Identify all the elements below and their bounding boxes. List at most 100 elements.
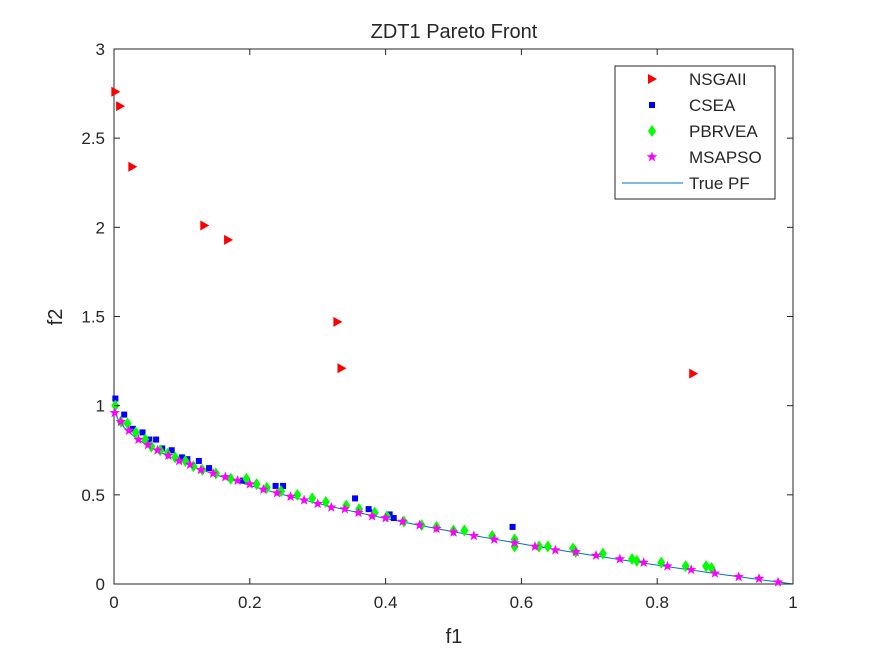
diamond-point: [598, 547, 607, 560]
diamond-point: [702, 560, 711, 573]
legend-item-true-pf: True PF: [622, 174, 750, 193]
star-point: [366, 510, 378, 521]
y-axis-label: f2: [45, 309, 67, 326]
star-point: [298, 494, 310, 505]
y-tick-label: 2: [96, 218, 105, 237]
triangle-right-point: [116, 101, 126, 112]
triangle-right-point: [689, 368, 699, 379]
y-tick-label: 0: [96, 575, 105, 594]
legend-marker-swatch: [646, 151, 658, 162]
legend-item-csea: CSEA: [649, 96, 736, 115]
star-point: [285, 491, 296, 502]
diamond-point: [657, 556, 666, 569]
triangle-right-point: [200, 220, 210, 231]
legend-marker-swatch: [648, 74, 657, 84]
y-tick-label: 3: [96, 40, 105, 59]
x-tick-label: 0.2: [238, 593, 262, 612]
diamond-point: [293, 488, 302, 501]
star-point: [397, 516, 408, 527]
triangle-right-point: [128, 161, 138, 172]
y-tick-label: 0.5: [81, 486, 105, 505]
star-point: [590, 549, 602, 560]
star-point: [685, 564, 697, 575]
star-point: [529, 541, 541, 551]
square-point: [280, 482, 287, 489]
diamond-point: [632, 554, 641, 567]
star-point: [152, 444, 163, 455]
square-point: [390, 515, 397, 522]
square-point: [130, 425, 137, 432]
star-point: [733, 571, 744, 582]
square-point: [206, 465, 213, 472]
diamond-point: [242, 472, 251, 485]
star-point: [380, 512, 391, 523]
square-point: [509, 523, 516, 530]
star-point: [448, 526, 459, 537]
legend-label: PBRVEA: [689, 122, 758, 141]
star-point: [232, 475, 243, 486]
triangle-right-point: [333, 316, 343, 327]
chart-title: ZDT1 Pareto Front: [371, 21, 538, 43]
y-tick-label: 1: [96, 397, 105, 416]
star-point: [109, 407, 120, 418]
star-point: [431, 523, 442, 534]
triangle-right-point: [111, 86, 121, 97]
legend-label: NSGAII: [689, 70, 747, 89]
legend-item-pbrvea: PBRVEA: [648, 122, 758, 141]
square-point: [139, 429, 146, 436]
x-tick-label: 0.8: [645, 593, 669, 612]
star-point: [550, 544, 561, 555]
legend: NSGAII CSEA PBRVEA MSAPSO True PF: [614, 65, 776, 200]
star-point: [353, 507, 364, 518]
legend-item-nsgaii: NSGAII: [648, 70, 747, 89]
star-point: [489, 533, 500, 544]
x-tick-label: 0.6: [510, 593, 534, 612]
y-tick-label: 1.5: [81, 308, 105, 327]
markers-layer: [109, 86, 784, 587]
star-point: [173, 455, 185, 466]
square-point: [121, 411, 128, 418]
diamond-point: [543, 540, 552, 553]
star-point: [414, 519, 425, 530]
star-point: [339, 503, 351, 514]
star-point: [468, 530, 480, 541]
x-tick-label: 1: [788, 593, 797, 612]
star-point: [195, 464, 207, 475]
x-tick-label: 0: [109, 593, 118, 612]
legend-items: NSGAII CSEA PBRVEA MSAPSO True PF: [622, 70, 762, 193]
x-tick-label: 0.4: [374, 593, 398, 612]
star-point: [115, 416, 127, 427]
star-point: [662, 560, 673, 571]
star-point: [772, 576, 784, 587]
legend-item-msapso: MSAPSO: [646, 148, 762, 167]
square-point: [240, 477, 247, 484]
star-point: [133, 434, 144, 444]
diamond-point: [123, 417, 132, 430]
star-point: [614, 553, 626, 564]
diamond-point: [252, 478, 261, 491]
square-point: [195, 457, 202, 464]
y-tick-label: 2.5: [81, 129, 105, 148]
diamond-point: [707, 561, 716, 574]
star-point: [638, 557, 649, 568]
x-axis-ticks: 0 0.2 0.4 0.6 0.8 1: [109, 49, 798, 612]
star-point: [258, 483, 269, 494]
diamond-point: [321, 495, 330, 508]
star-point: [184, 459, 196, 469]
series-nsgaii: [111, 86, 699, 379]
star-point: [509, 537, 520, 548]
square-point: [146, 436, 153, 443]
square-point: [272, 482, 279, 489]
square-point: [178, 454, 185, 461]
diamond-point: [131, 426, 140, 439]
square-point: [352, 495, 359, 502]
legend-marker-swatch: [649, 102, 655, 108]
star-point: [570, 546, 581, 557]
star-point: [753, 573, 765, 584]
star-point: [163, 450, 174, 461]
star-point: [326, 501, 337, 512]
square-point: [168, 447, 175, 454]
legend-label: MSAPSO: [689, 148, 762, 167]
star-point: [123, 425, 135, 436]
